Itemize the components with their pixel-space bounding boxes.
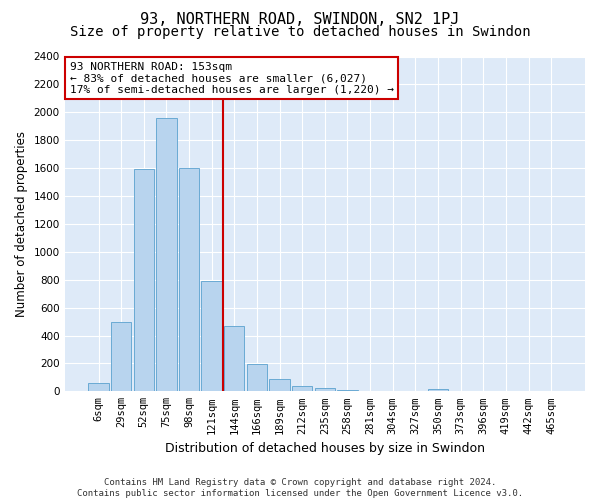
Bar bbox=[179, 168, 199, 392]
Bar bbox=[202, 281, 222, 392]
Bar bbox=[541, 390, 562, 392]
Bar bbox=[314, 388, 335, 392]
Bar bbox=[473, 390, 493, 392]
Bar bbox=[269, 379, 290, 392]
Bar bbox=[405, 390, 425, 392]
Bar bbox=[337, 390, 358, 392]
Text: 93 NORTHERN ROAD: 153sqm
← 83% of detached houses are smaller (6,027)
17% of sem: 93 NORTHERN ROAD: 153sqm ← 83% of detach… bbox=[70, 62, 394, 94]
Bar bbox=[247, 364, 267, 392]
Bar bbox=[360, 390, 380, 392]
Text: 93, NORTHERN ROAD, SWINDON, SN2 1PJ: 93, NORTHERN ROAD, SWINDON, SN2 1PJ bbox=[140, 12, 460, 28]
Bar bbox=[224, 326, 244, 392]
Bar bbox=[451, 390, 471, 392]
Bar bbox=[496, 390, 516, 392]
X-axis label: Distribution of detached houses by size in Swindon: Distribution of detached houses by size … bbox=[165, 442, 485, 455]
Bar bbox=[156, 118, 176, 392]
Bar bbox=[428, 388, 448, 392]
Y-axis label: Number of detached properties: Number of detached properties bbox=[15, 131, 28, 317]
Bar bbox=[88, 383, 109, 392]
Text: Contains HM Land Registry data © Crown copyright and database right 2024.
Contai: Contains HM Land Registry data © Crown c… bbox=[77, 478, 523, 498]
Bar bbox=[518, 390, 539, 392]
Text: Size of property relative to detached houses in Swindon: Size of property relative to detached ho… bbox=[70, 25, 530, 39]
Bar bbox=[111, 322, 131, 392]
Bar bbox=[383, 390, 403, 392]
Bar bbox=[292, 386, 313, 392]
Bar bbox=[134, 170, 154, 392]
